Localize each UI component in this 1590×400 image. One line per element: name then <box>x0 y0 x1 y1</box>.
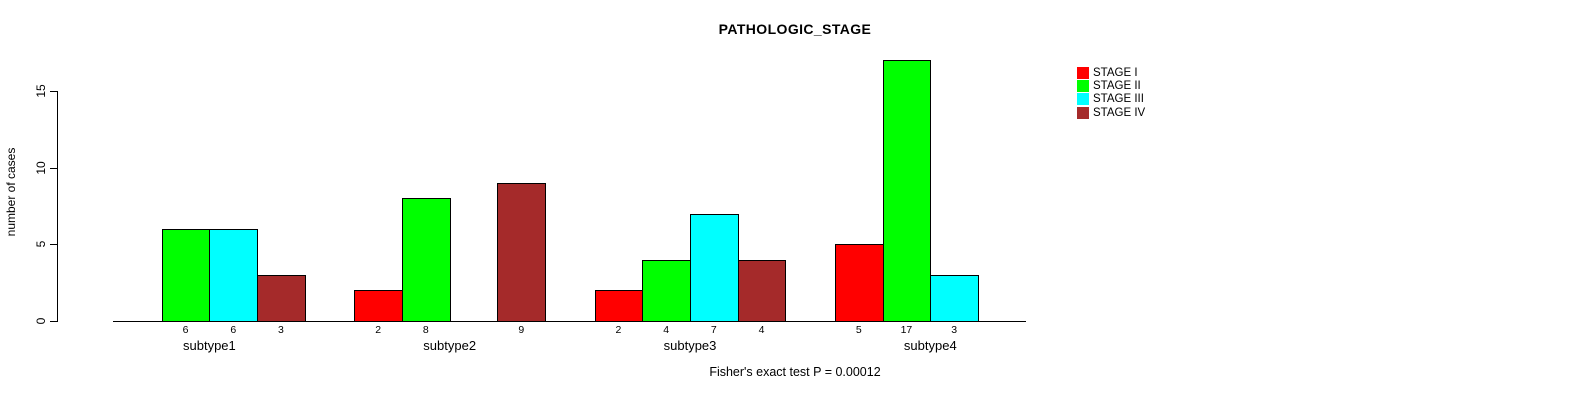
bar-stage-iv-subtype3 <box>737 259 787 322</box>
legend-label: STAGE I <box>1093 66 1138 79</box>
bar-stage-ii-subtype1 <box>161 229 211 322</box>
stat-test-caption: Fisher's exact test P = 0.00012 <box>709 365 881 379</box>
y-tick-label: 0 <box>34 317 48 325</box>
legend-label: STAGE III <box>1093 93 1144 106</box>
bar-value-label: 2 <box>615 323 622 336</box>
y-tick-label: 5 <box>34 241 48 248</box>
legend-item: STAGE I <box>1077 66 1145 79</box>
x-category-label: subtype2 <box>423 338 477 353</box>
bar-value-label: 17 <box>900 323 913 336</box>
x-category-label: subtype3 <box>663 338 717 353</box>
legend-swatch <box>1077 80 1089 93</box>
y-tick-mark <box>50 167 57 169</box>
bar-value-label: 6 <box>182 323 189 336</box>
legend-label: STAGE II <box>1093 80 1141 93</box>
bar-value-label: 9 <box>518 323 525 336</box>
bar-value-label: 3 <box>278 323 284 336</box>
y-tick-mark <box>50 321 57 322</box>
bar-stage-ii-subtype3 <box>642 259 691 322</box>
x-category-label: subtype1 <box>183 338 236 353</box>
legend-item: STAGE II <box>1077 79 1145 93</box>
bar-value-label: 5 <box>855 323 862 336</box>
bar-value-label: 7 <box>710 323 717 336</box>
bar-stage-i-subtype4 <box>834 244 884 322</box>
bar-stage-ii-subtype4 <box>882 60 932 322</box>
x-axis-line <box>113 321 1026 322</box>
bar-value-label: 4 <box>663 323 670 336</box>
y-tick-label: 10 <box>34 161 48 175</box>
bar-stage-iv-subtype2 <box>497 183 547 322</box>
legend-label: STAGE IV <box>1093 106 1146 119</box>
legend-swatch <box>1077 93 1089 106</box>
bar-value-label: 3 <box>951 323 958 336</box>
y-tick-label: 15 <box>34 84 48 98</box>
legend-swatch <box>1077 106 1089 119</box>
bar-value-label: 2 <box>375 323 382 336</box>
x-category-label: subtype4 <box>903 338 957 353</box>
bar-stage-i-subtype2 <box>354 290 403 322</box>
y-axis-line <box>57 91 58 322</box>
bar-value-label: 6 <box>230 323 237 336</box>
legend-item: STAGE IV <box>1077 106 1145 119</box>
bar-stage-iii-subtype4 <box>930 275 979 322</box>
y-tick-mark <box>50 91 57 93</box>
chart-title: PATHOLOGIC_STAGE <box>718 21 872 37</box>
bar-value-label: 8 <box>422 323 429 336</box>
y-tick-mark <box>50 244 57 246</box>
chart-legend: STAGE I STAGE II STAGE III STAGE IV <box>1077 66 1145 120</box>
bar-stage-i-subtype3 <box>594 290 644 322</box>
y-axis-title: number of cases <box>4 147 18 237</box>
legend-item: STAGE III <box>1077 93 1145 106</box>
bar-stage-iii-subtype1 <box>209 229 259 322</box>
bar-stage-iv-subtype1 <box>257 275 306 322</box>
bar-value-label: 4 <box>758 323 765 336</box>
bar-stage-iii-subtype3 <box>690 213 739 322</box>
legend-swatch <box>1077 66 1089 79</box>
bar-stage-ii-subtype2 <box>402 198 451 322</box>
